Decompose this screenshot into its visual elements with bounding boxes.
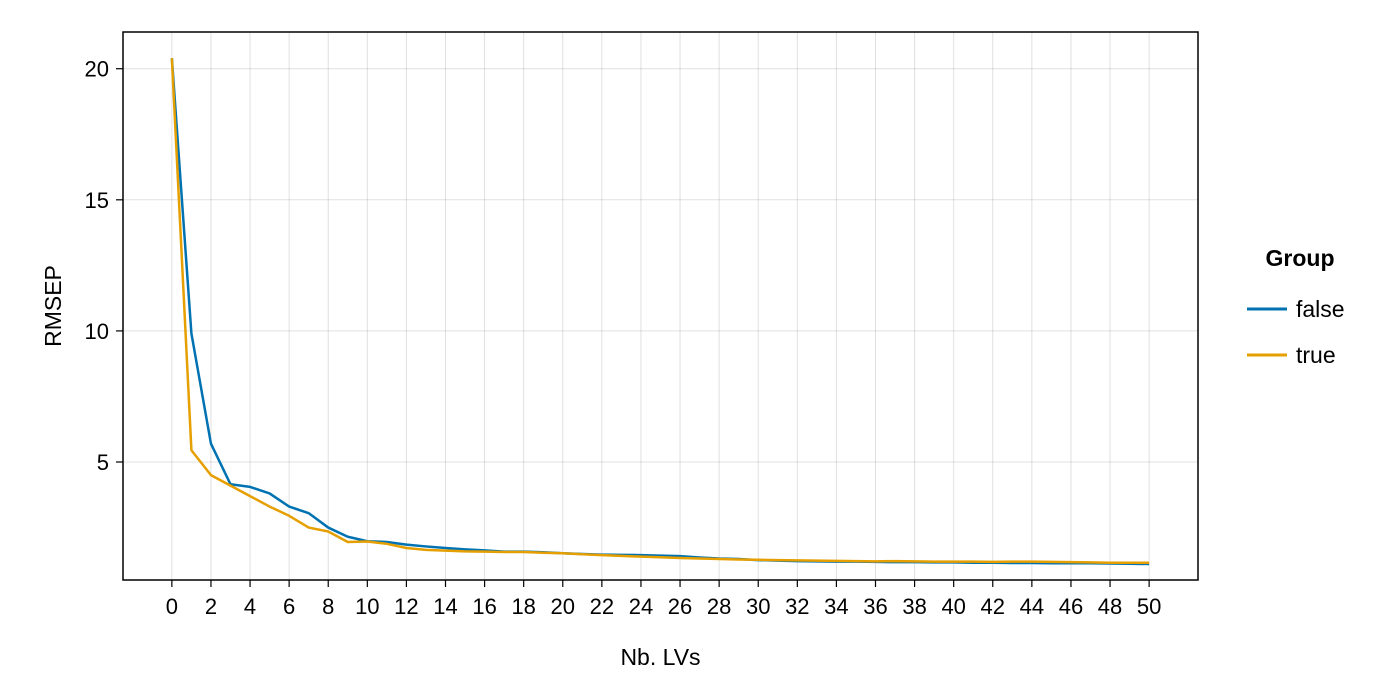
y-axis-title: RMSEP [40,265,66,347]
x-tick-label: 32 [785,594,809,619]
legend: Group false true [1247,245,1345,368]
x-tick-label: 20 [551,594,575,619]
x-axis-title: Nb. LVs [620,644,700,670]
plot-frame [122,31,1199,581]
x-tick-label: 38 [902,594,926,619]
x-tick-label: 40 [941,594,965,619]
x-tick-label: 10 [355,594,379,619]
x-tick-label: 46 [1059,594,1083,619]
x-tick-label: 0 [166,594,178,619]
x-tick-label: 44 [1020,594,1044,619]
x-tick-label: 24 [629,594,653,619]
x-tick-label: 4 [244,594,256,619]
x-tick-label: 12 [394,594,418,619]
x-tick-label: 16 [472,594,496,619]
legend-items: false true [1247,296,1345,368]
x-tick-label: 36 [863,594,887,619]
x-tick-label: 28 [707,594,731,619]
y-tick-label: 20 [85,57,109,82]
x-tick-label: 26 [668,594,692,619]
x-tick-label: 48 [1098,594,1122,619]
x-tick-label: 14 [433,594,457,619]
x-tick-label: 30 [746,594,770,619]
x-tick-label: 22 [590,594,614,619]
x-tick-label: 2 [205,594,217,619]
x-tick-label: 50 [1137,594,1161,619]
y-tick-label: 5 [97,450,109,475]
x-tick-label: 34 [824,594,848,619]
grid-lines [123,32,1198,580]
x-tick-label: 18 [511,594,535,619]
y-tick-label: 15 [85,188,109,213]
legend-label-true: true [1296,342,1336,368]
legend-label-false: false [1296,296,1345,322]
series-line-true [170,58,1150,564]
x-tick-label: 42 [981,594,1005,619]
x-tick-label: 6 [283,594,295,619]
series-lines [170,58,1150,566]
x-tick-label: 8 [322,594,334,619]
axes: 0 2 4 6 8 10 12 14 16 18 20 22 24 26 28 30 32 34 36 38 40 42 4… [85,57,1162,619]
y-tick-label: 10 [85,319,109,344]
legend-title: Group [1266,245,1335,271]
